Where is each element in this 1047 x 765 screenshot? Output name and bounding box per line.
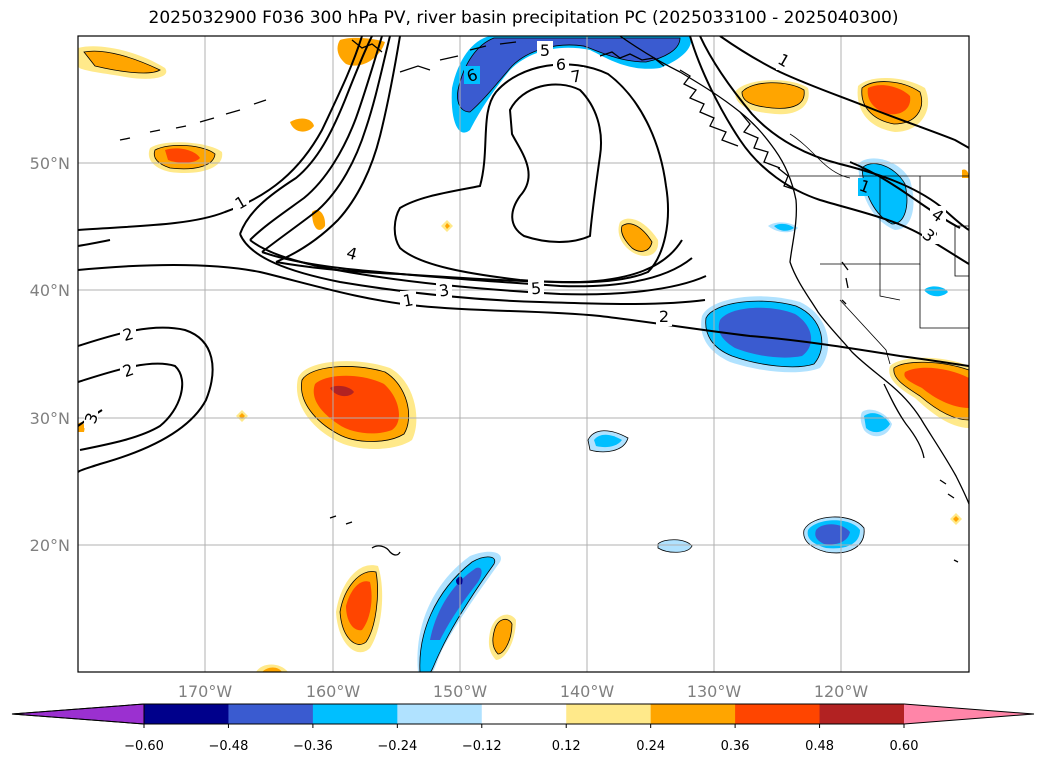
colorbar-extend-low	[12, 704, 144, 724]
colorbar-tick-label: 0.24	[636, 739, 665, 754]
colorbar-segment	[228, 704, 314, 724]
colorbar-segment	[819, 704, 905, 724]
lat-label-40n: 40°N	[30, 281, 70, 300]
precip-outlines	[83, 37, 969, 672]
contour-label: 6	[556, 55, 566, 74]
map-frame	[77, 35, 970, 673]
map-title: 2025032900 F036 300 hPa PV, river basin …	[148, 8, 899, 28]
colorbar-ticks: −0.60 −0.48 −0.36 −0.24 −0.12 0.12 0.24 0.36 0.4…	[124, 724, 918, 754]
contour-label: 1	[401, 290, 414, 310]
gridlines	[78, 36, 969, 672]
contour-label: 4	[344, 243, 359, 264]
coastlines	[119, 36, 969, 563]
precip-shading	[78, 36, 969, 672]
colorbar-tick-label: 0.36	[721, 739, 750, 754]
lat-label-50n: 50°N	[30, 154, 70, 173]
contour-label: 2	[659, 307, 669, 326]
colorbar-tick-label: −0.12	[462, 739, 502, 754]
colorbar-extend-high	[904, 704, 1034, 724]
lat-label-20n: 20°N	[30, 536, 70, 555]
lon-label-120w: 120°W	[814, 682, 869, 701]
colorbar-tick-label: −0.36	[293, 739, 333, 754]
contour-label: 5	[530, 279, 542, 299]
colorbar-segment	[735, 704, 821, 724]
contour-label: 5	[540, 41, 550, 60]
colorbar-tick-label: 0.48	[805, 739, 834, 754]
map-panel	[78, 36, 969, 672]
lon-label-170w: 170°W	[178, 682, 233, 701]
colorbar-segment	[650, 704, 736, 724]
colorbar: −0.60 −0.48 −0.36 −0.24 −0.12 0.12 0.24 0.36 0.4…	[11, 703, 1035, 754]
colorbar-segment	[566, 704, 652, 724]
colorbar-tick-label: 0.12	[552, 739, 581, 754]
colorbar-tick-label: 0.60	[890, 739, 919, 754]
colorbar-segment	[312, 704, 398, 724]
colorbar-segment	[481, 704, 567, 724]
lon-label-140w: 140°W	[560, 682, 615, 701]
colorbar-tick-label: −0.48	[209, 739, 249, 754]
lon-labels: 170°W 160°W 150°W 140°W 130°W 120°W	[178, 682, 869, 701]
contour-label: 2	[121, 324, 136, 345]
lat-labels: 50°N 40°N 30°N 20°N	[30, 154, 70, 555]
lon-label-130w: 130°W	[687, 682, 742, 701]
colorbar-segment	[144, 704, 229, 724]
contour-label-group: 1 1 1 2 2 3 3 3 4 4 5 5 6 6 7 1 2 3	[81, 41, 947, 428]
lat-label-30n: 30°N	[30, 409, 70, 428]
contour-label: 7	[569, 66, 582, 86]
colorbar-tick-label: −0.24	[377, 739, 417, 754]
colorbar-segment	[397, 704, 483, 724]
colorbar-tick-label: −0.60	[124, 739, 164, 754]
lon-label-150w: 150°W	[433, 682, 488, 701]
colorbar-segments	[12, 704, 1034, 724]
lon-label-160w: 160°W	[306, 682, 361, 701]
contour-label: 3	[438, 280, 451, 300]
